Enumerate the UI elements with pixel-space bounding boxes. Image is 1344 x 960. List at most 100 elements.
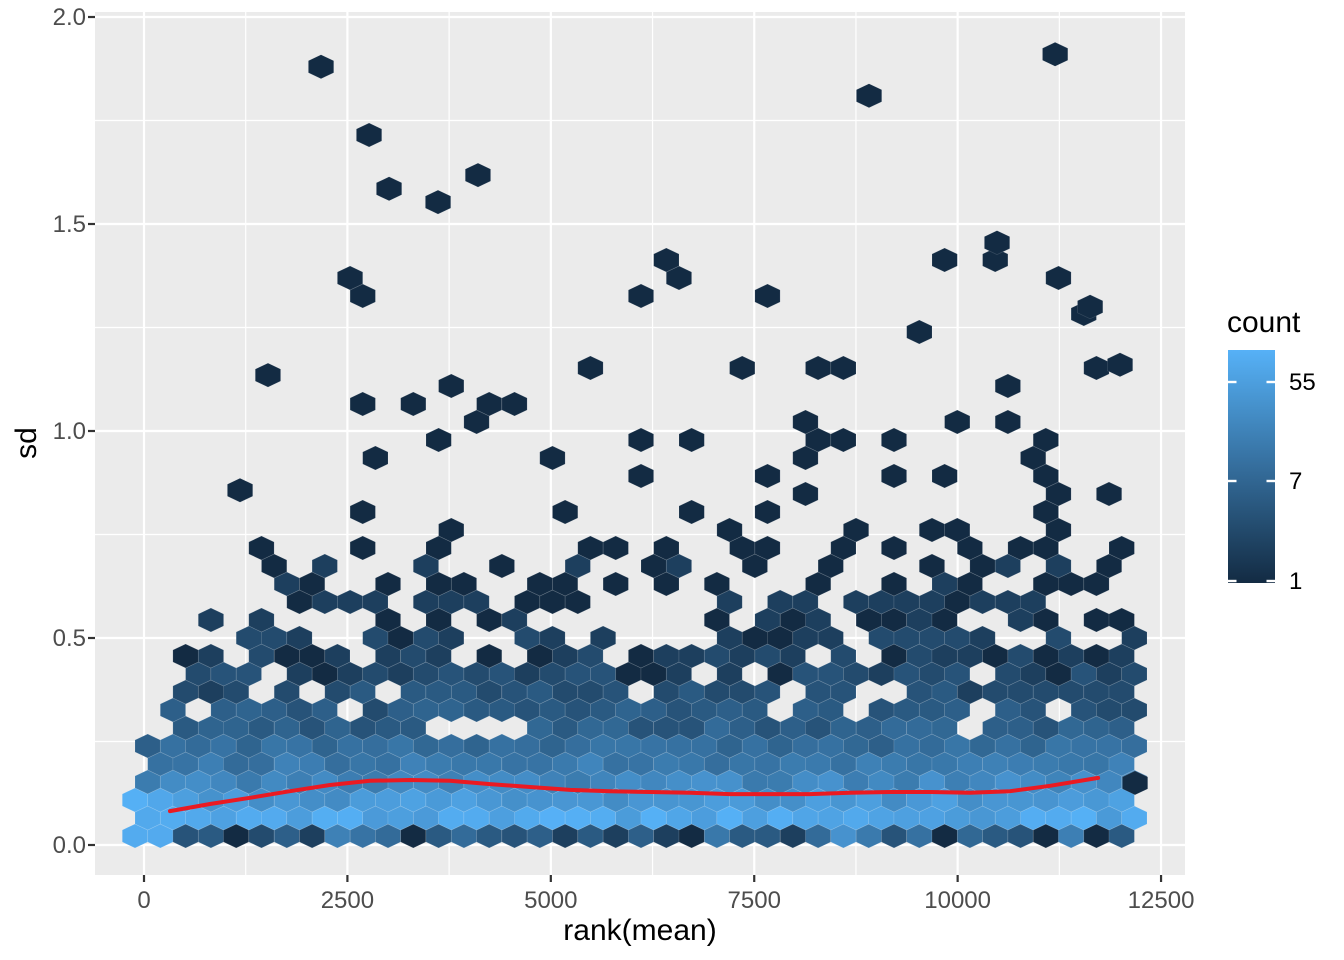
hex-bin [1032,427,1059,453]
x-tick-label: 12500 [1128,887,1195,914]
y-tick-label: 1.0 [53,418,86,445]
hex-bin [311,553,338,579]
hex-bin [994,409,1021,435]
x-tick-label: 5000 [524,887,577,914]
hex-bin [197,607,224,633]
hex-bin [526,571,553,597]
hex-bin [337,265,364,291]
hex-bin [881,571,907,597]
hex-bin [286,625,313,651]
hex-bin [994,373,1021,399]
x-tick-label: 2500 [321,887,374,914]
hex-bin [944,517,971,543]
x-tick-label: 0 [137,887,150,914]
legend-break-label: 1 [1289,568,1302,595]
legend-title: count [1227,306,1301,339]
hexbin-layer [121,41,1149,849]
hex-bin [754,535,781,561]
hex-bin [349,535,376,561]
hex-bin [476,643,503,669]
hex-bin [792,409,819,435]
hex-bin [830,355,857,381]
y-tick-label: 0.0 [53,832,86,859]
hex-bin [754,463,781,489]
hex-bin [356,122,383,148]
y-axis-tick-labels: 0.0 0.5 1.0 1.5 2.0 [53,4,86,859]
hex-bin [400,643,427,669]
hex-bin [400,715,427,741]
hex-bin [628,283,654,309]
hex-bin [1042,41,1069,67]
legend-break-label: 55 [1289,369,1316,396]
x-tick-label: 10000 [924,887,991,914]
hex-bin [881,535,907,561]
hex-bin [843,517,870,543]
x-tick-label: 7500 [728,887,781,914]
hex-bin [830,427,857,453]
hex-bin [881,463,907,489]
hex-bin [223,679,250,705]
hex-bin [273,571,300,597]
hex-bin [1108,607,1135,633]
hex-bin [438,373,465,399]
hex-bin [1107,352,1134,378]
hex-bin [590,625,617,651]
legend-labels: 55 7 1 [1289,369,1316,595]
x-axis-tick-labels: 0 2500 5000 7500 10000 12500 [137,887,1194,914]
hex-bin [248,607,275,633]
hex-bin [488,553,515,579]
hex-bin [552,499,579,525]
hex-bin [400,391,427,417]
hex-bin [628,463,654,489]
hex-bin [678,499,705,525]
hex-bin [273,679,300,705]
hex-bin [362,445,389,471]
hex-bin [476,391,503,417]
hex-bin [539,445,566,471]
hex-bin [653,247,680,273]
hex-bin [931,247,958,273]
hex-bin [792,481,819,507]
hex-bin [944,409,971,435]
hex-bin [1083,571,1110,597]
hex-bin [400,787,427,813]
hex-bin [349,499,376,525]
hex-bin [324,643,351,669]
y-tick-label: 2.0 [53,4,86,31]
hex-bin [653,535,680,561]
hex-bin [450,571,477,597]
legend-gradient-bar [1228,350,1275,583]
hex-bin [273,715,300,741]
hex-bin [400,823,427,849]
hex-bin [628,427,654,453]
hex-bin [602,535,629,561]
x-axis-tick-marks [142,875,1163,882]
hex-bin [856,83,883,109]
hex-bin [1077,294,1104,320]
hex-bin [425,427,452,453]
hex-bin [577,355,604,381]
hex-bin [464,162,491,188]
y-tick-label: 0.5 [53,625,86,652]
y-tick-label: 1.5 [53,211,86,238]
hex-bin [273,823,300,849]
hex-bin [729,355,756,381]
hex-bin [273,643,300,669]
smooth-line [168,775,1101,814]
hex-bin [376,176,403,202]
hex-bin [984,230,1011,255]
hex-bin [227,477,254,503]
hex-bin [602,571,629,597]
hex-bin [1096,481,1123,507]
legend-break-label: 7 [1289,468,1302,495]
hex-bin [982,247,1009,273]
hex-bin [881,427,907,453]
hex-bin [501,391,528,417]
hex-bin [400,751,427,777]
legend-tick-marks [1228,380,1275,583]
legend: count 55 7 1 [1227,306,1316,595]
hex-bin [906,319,933,345]
hex-bin [754,499,781,525]
